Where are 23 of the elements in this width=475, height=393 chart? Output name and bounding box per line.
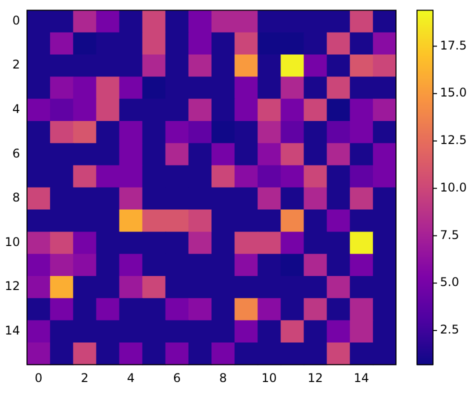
x-tick-label: 6 — [173, 370, 181, 385]
y-tick-label: 4 — [12, 102, 20, 116]
y-tick-label: 0 — [12, 13, 20, 28]
x-tick-label: 12 — [308, 370, 323, 385]
color-bar-label: 10.0 — [440, 180, 467, 194]
color-bar-label: 17.5 — [440, 38, 467, 52]
color-bar-label: 12.5 — [440, 133, 467, 148]
x-tick-label: 8 — [219, 370, 227, 385]
y-tick-label: 14 — [4, 324, 20, 338]
x-tick-label: 14 — [354, 370, 370, 385]
y-tick-label: 12 — [4, 279, 20, 294]
color-bar-label: 5.0 — [440, 275, 460, 290]
color-bar-label: 2.5 — [440, 322, 460, 337]
y-tick-label: 8 — [12, 190, 20, 205]
x-tick-label: 2 — [80, 370, 88, 385]
y-tick-label: 10 — [4, 234, 20, 249]
y-tick-label: 2 — [12, 58, 20, 72]
x-tick-label: 0 — [34, 370, 42, 385]
y-tick-label: 6 — [12, 146, 20, 160]
x-tick-label: 10 — [262, 370, 277, 385]
x-tick-label: 4 — [126, 370, 135, 385]
color-bar-label: 7.5 — [440, 228, 460, 242]
color-bar-label: 15.0 — [440, 86, 467, 100]
